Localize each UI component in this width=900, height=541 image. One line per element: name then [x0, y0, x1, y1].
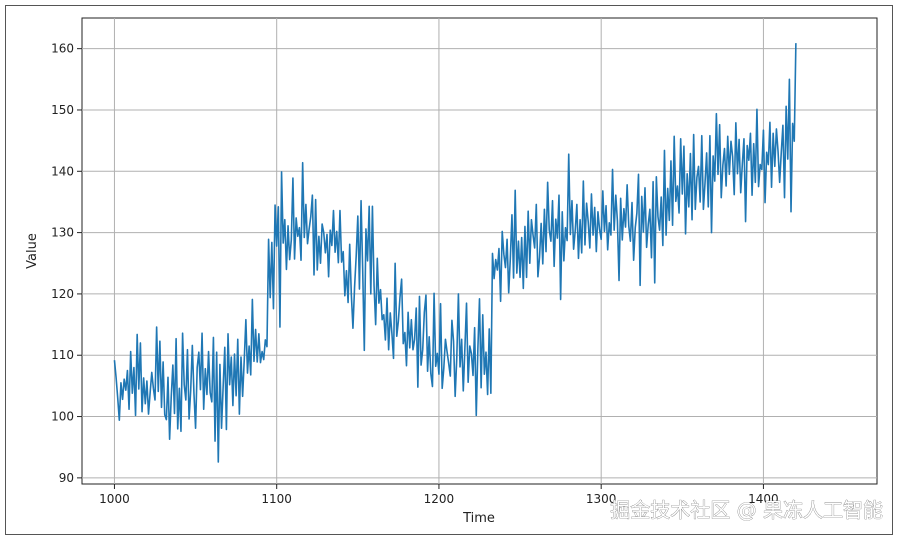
x-axis: 1000 1100 1200 1300 1400 [99, 484, 779, 506]
x-tick-label: 1100 [261, 492, 292, 506]
series-line [113, 43, 797, 463]
y-tick-label: 130 [51, 226, 74, 240]
y-tick-label: 150 [51, 103, 74, 117]
plot-area [81, 17, 878, 485]
y-tick-label: 100 [51, 410, 74, 424]
y-tick-label: 90 [59, 471, 74, 485]
x-tick-label: 1000 [99, 492, 130, 506]
y-tick-label: 140 [51, 164, 74, 178]
watermark: 掘金技术社区 @ 果冻人工智能 [610, 498, 883, 522]
y-tick-label: 120 [51, 287, 74, 301]
y-axis-label: Value [25, 233, 40, 269]
x-tick-label: 1200 [424, 492, 455, 506]
x-tick-label: 1400 [748, 492, 779, 506]
y-axis: 90 100 110 120 130 140 150 160 [51, 42, 82, 485]
y-tick-label: 160 [51, 42, 74, 56]
x-tick-label: 1300 [586, 492, 617, 506]
x-axis-label: Time [462, 511, 495, 526]
y-tick-label: 110 [51, 348, 74, 362]
